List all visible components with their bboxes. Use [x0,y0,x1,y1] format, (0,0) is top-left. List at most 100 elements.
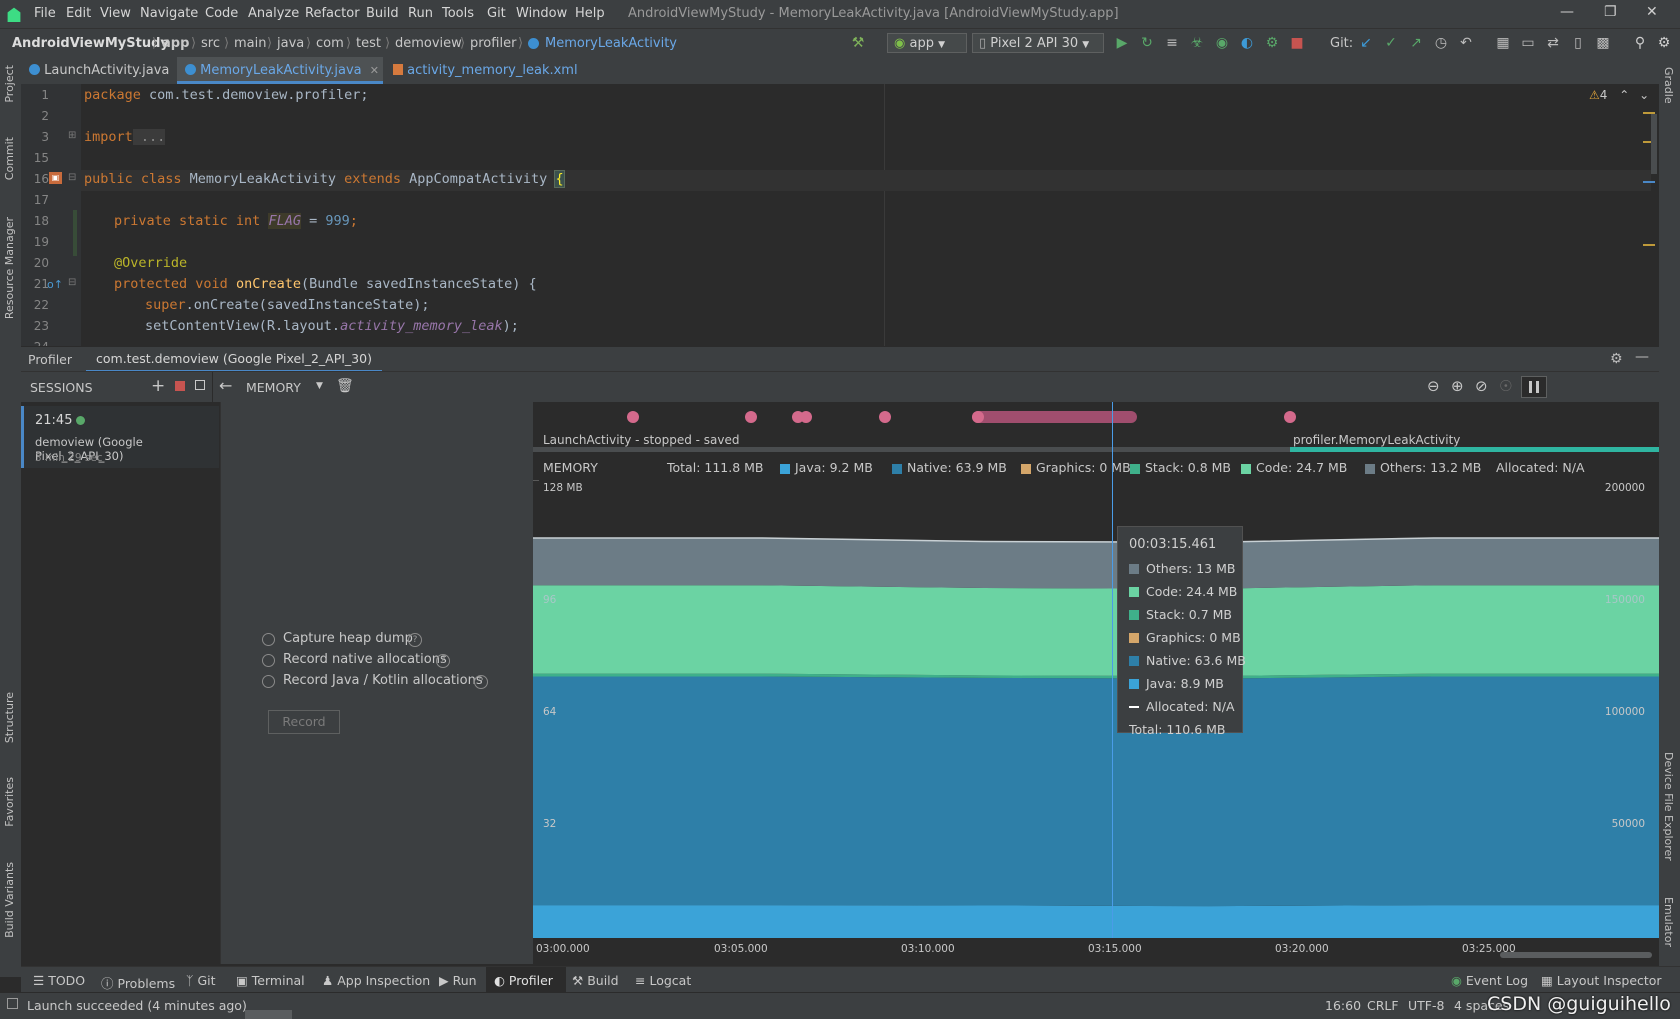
menu-file[interactable]: File [34,6,56,21]
error-stripe-mark[interactable] [1643,141,1655,143]
code-editor[interactable]: package com.test.demoview.profiler; impo… [81,84,1659,346]
record-native-label[interactable]: Record native allocations [283,652,447,667]
event-dot[interactable] [879,411,891,423]
profiler-process-tab[interactable]: com.test.demoview (Google Pixel_2_API_30… [86,347,382,372]
stop-session-icon[interactable] [175,381,185,391]
next-highlight-icon[interactable]: ⌄ [1639,88,1650,102]
tab-memory-leak-activity[interactable]: MemoryLeakActivity.java ✕ [177,57,383,84]
tool-tab-gradle[interactable]: Gradle [1662,67,1675,104]
settings-icon[interactable]: ⚙ [1657,35,1671,51]
zoom-to-selection-icon[interactable]: ☉ [1499,377,1513,395]
caret-position[interactable]: 16:60 [1325,998,1362,1013]
close-tab-icon[interactable]: ✕ [369,64,380,77]
tool-button-event-log[interactable]: ◉ Event Log [1451,973,1529,988]
error-stripe-mark[interactable] [1643,181,1655,183]
collapse-sessions-icon[interactable] [195,380,205,390]
memory-area-chart[interactable] [533,480,1659,952]
add-session-icon[interactable]: + [151,376,166,396]
tool-button-build[interactable]: ⚒ Build [572,973,619,988]
profiler-settings-icon[interactable]: ⚙ [1610,351,1623,367]
help-icon[interactable]: ? [436,654,450,668]
git-rollback-icon[interactable]: ↶ [1460,35,1472,51]
tool-tab-commit[interactable]: Commit [3,137,16,181]
search-icon[interactable]: ⚲ [1634,35,1646,51]
hide-panel-icon[interactable]: — [1635,349,1649,365]
device-select[interactable]: ▯ Pixel 2 API 30 ▼ [972,33,1104,53]
menu-git[interactable]: Git [487,6,506,21]
tool-windows-toggle-icon[interactable] [7,998,18,1009]
breadcrumb-main[interactable]: main [234,36,267,51]
breadcrumb-project[interactable]: AndroidViewMyStudy [12,36,169,51]
breadcrumb-demoview[interactable]: demoview [395,36,462,51]
help-icon[interactable]: ? [408,633,422,647]
event-range[interactable] [972,411,1137,423]
event-dot[interactable] [745,411,757,423]
layout-gutter-icon[interactable]: ▣ [49,172,62,184]
run-icon[interactable]: ▶ [1116,35,1128,51]
tool-tab-project[interactable]: Project [3,65,16,103]
project-structure-icon[interactable]: ▦ [1496,35,1510,51]
zoom-out-icon[interactable]: ⊖ [1427,377,1440,395]
record-native-radio[interactable] [262,654,275,667]
git-push-icon[interactable]: ↗ [1410,35,1422,51]
back-arrow-icon[interactable]: ← [219,376,233,395]
prev-highlight-icon[interactable]: ⌃ [1619,88,1630,102]
zoom-in-icon[interactable]: ⊕ [1451,377,1464,395]
tab-launch-activity[interactable]: LaunchActivity.java ✕ [21,57,179,104]
status-message[interactable]: Launch succeeded (4 minutes ago) [27,998,247,1013]
indent-setting[interactable]: 4 spaces [1454,998,1510,1013]
tool-tab-resource-manager[interactable]: Resource Manager [3,217,16,320]
lifecycle-memory-leak-activity[interactable]: profiler.MemoryLeakActivity [1293,433,1461,447]
sync-gradle-icon[interactable]: ⇄ [1547,35,1559,51]
tool-button-layout-inspector[interactable]: ▦ Layout Inspector [1541,973,1662,988]
memory-timeline[interactable]: LaunchActivity - stopped - saved profile… [533,402,1659,964]
apply-changes-icon[interactable]: ↻ [1141,35,1153,51]
event-dot[interactable] [1284,411,1296,423]
error-stripe-mark[interactable] [1643,244,1655,246]
tab-activity-memory-leak-xml[interactable]: activity_memory_leak.xml ✕ [385,57,593,104]
record-button[interactable]: Record [268,710,340,734]
timeline-scrollbar[interactable] [1500,952,1652,958]
tool-tab-favorites[interactable]: Favorites [3,777,16,827]
tool-button-problems[interactable]: ⓘ Problems [101,976,176,991]
capture-heap-dump-radio[interactable] [262,633,275,646]
profiler-type-select[interactable]: MEMORY ▼ [246,376,338,398]
git-commit-icon[interactable]: ✓ [1385,35,1397,51]
fold-icon[interactable]: ⊟ [68,172,77,183]
fold-icon[interactable]: ⊟ [68,277,77,288]
tool-button-app-inspection[interactable]: ♟ App Inspection [322,973,431,988]
tool-button-profiler[interactable]: ◐ Profiler [486,967,566,993]
minimize-icon[interactable]: — [1560,4,1574,20]
debug-icon[interactable]: ☣ [1190,35,1204,51]
override-gutter-icon[interactable]: o↑ [47,278,63,291]
lifecycle-launch-activity[interactable]: LaunchActivity - stopped - saved [543,433,740,447]
device-manager-icon[interactable]: ▭ [1521,35,1535,51]
event-dot[interactable] [800,411,812,423]
profile-icon[interactable]: ◐ [1240,35,1254,51]
tool-tab-device-file-explorer[interactable]: Device File Explorer [1662,752,1675,861]
tool-button-terminal[interactable]: ▣ Terminal [236,973,305,988]
session-item[interactable]: 21:45 demoview (Google Pixel_2_API_30) 3… [21,406,219,468]
fold-icon[interactable]: ⊞ [68,130,77,141]
file-encoding[interactable]: UTF-8 [1408,998,1445,1013]
event-dot[interactable] [972,411,984,423]
tool-button-run[interactable]: ▶ Run [439,973,477,988]
menu-navigate[interactable]: Navigate [140,6,199,21]
git-history-icon[interactable]: ◷ [1434,35,1448,51]
menu-refactor[interactable]: Refactor [305,6,360,21]
error-stripe-mark[interactable] [1643,112,1655,114]
coverage-icon[interactable]: ◉ [1215,35,1229,51]
breadcrumb-java[interactable]: java [277,36,305,51]
apply-code-changes-icon[interactable]: ≡ [1166,35,1178,51]
help-icon[interactable]: ? [474,675,488,689]
tool-button-git[interactable]: ᛉ Git [186,973,216,988]
breadcrumb-test[interactable]: test [356,36,381,51]
menu-edit[interactable]: Edit [66,6,92,21]
tool-tab-structure[interactable]: Structure [3,692,16,744]
git-update-icon[interactable]: ↙ [1360,35,1372,51]
menu-run[interactable]: Run [408,6,433,21]
sdk-manager-icon[interactable]: ▩ [1596,35,1610,51]
delete-icon[interactable]: 🗑 [336,378,354,394]
run-config-select[interactable]: ◉ app ▼ [887,33,967,53]
record-java-kotlin-label[interactable]: Record Java / Kotlin allocations [283,673,483,688]
